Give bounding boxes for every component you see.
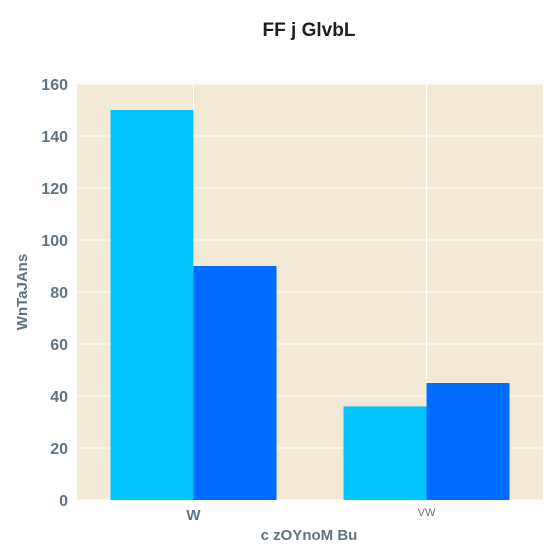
y-tick-label: 140 xyxy=(41,129,68,146)
y-tick-label: 80 xyxy=(50,285,68,302)
x-tick-label: W xyxy=(186,507,201,524)
y-tick-label: 100 xyxy=(41,233,68,250)
y-tick-label: 160 xyxy=(41,77,68,94)
bar-series-1-vw xyxy=(343,406,427,500)
x-axis-label: c zOYnoM Bu xyxy=(261,527,358,544)
y-axis-ticks: 0 20 40 60 80 100 120 140 160 xyxy=(41,77,68,510)
y-tick-label: 60 xyxy=(50,337,68,354)
y-axis-label: WnTaJAns xyxy=(14,254,31,330)
bars xyxy=(110,110,510,500)
y-tick-label: 20 xyxy=(50,441,68,458)
x-tick-label: VW xyxy=(418,507,436,519)
bar-series-2-vw xyxy=(426,383,510,500)
chart-title: FF j GlvbL xyxy=(263,20,356,41)
y-tick-label: 0 xyxy=(59,493,68,510)
bar-series-1-w xyxy=(110,110,194,500)
x-axis-ticks: W VW xyxy=(186,507,436,524)
y-tick-label: 120 xyxy=(41,181,68,198)
y-tick-label: 40 xyxy=(50,389,68,406)
bar-series-2-w xyxy=(193,266,277,500)
